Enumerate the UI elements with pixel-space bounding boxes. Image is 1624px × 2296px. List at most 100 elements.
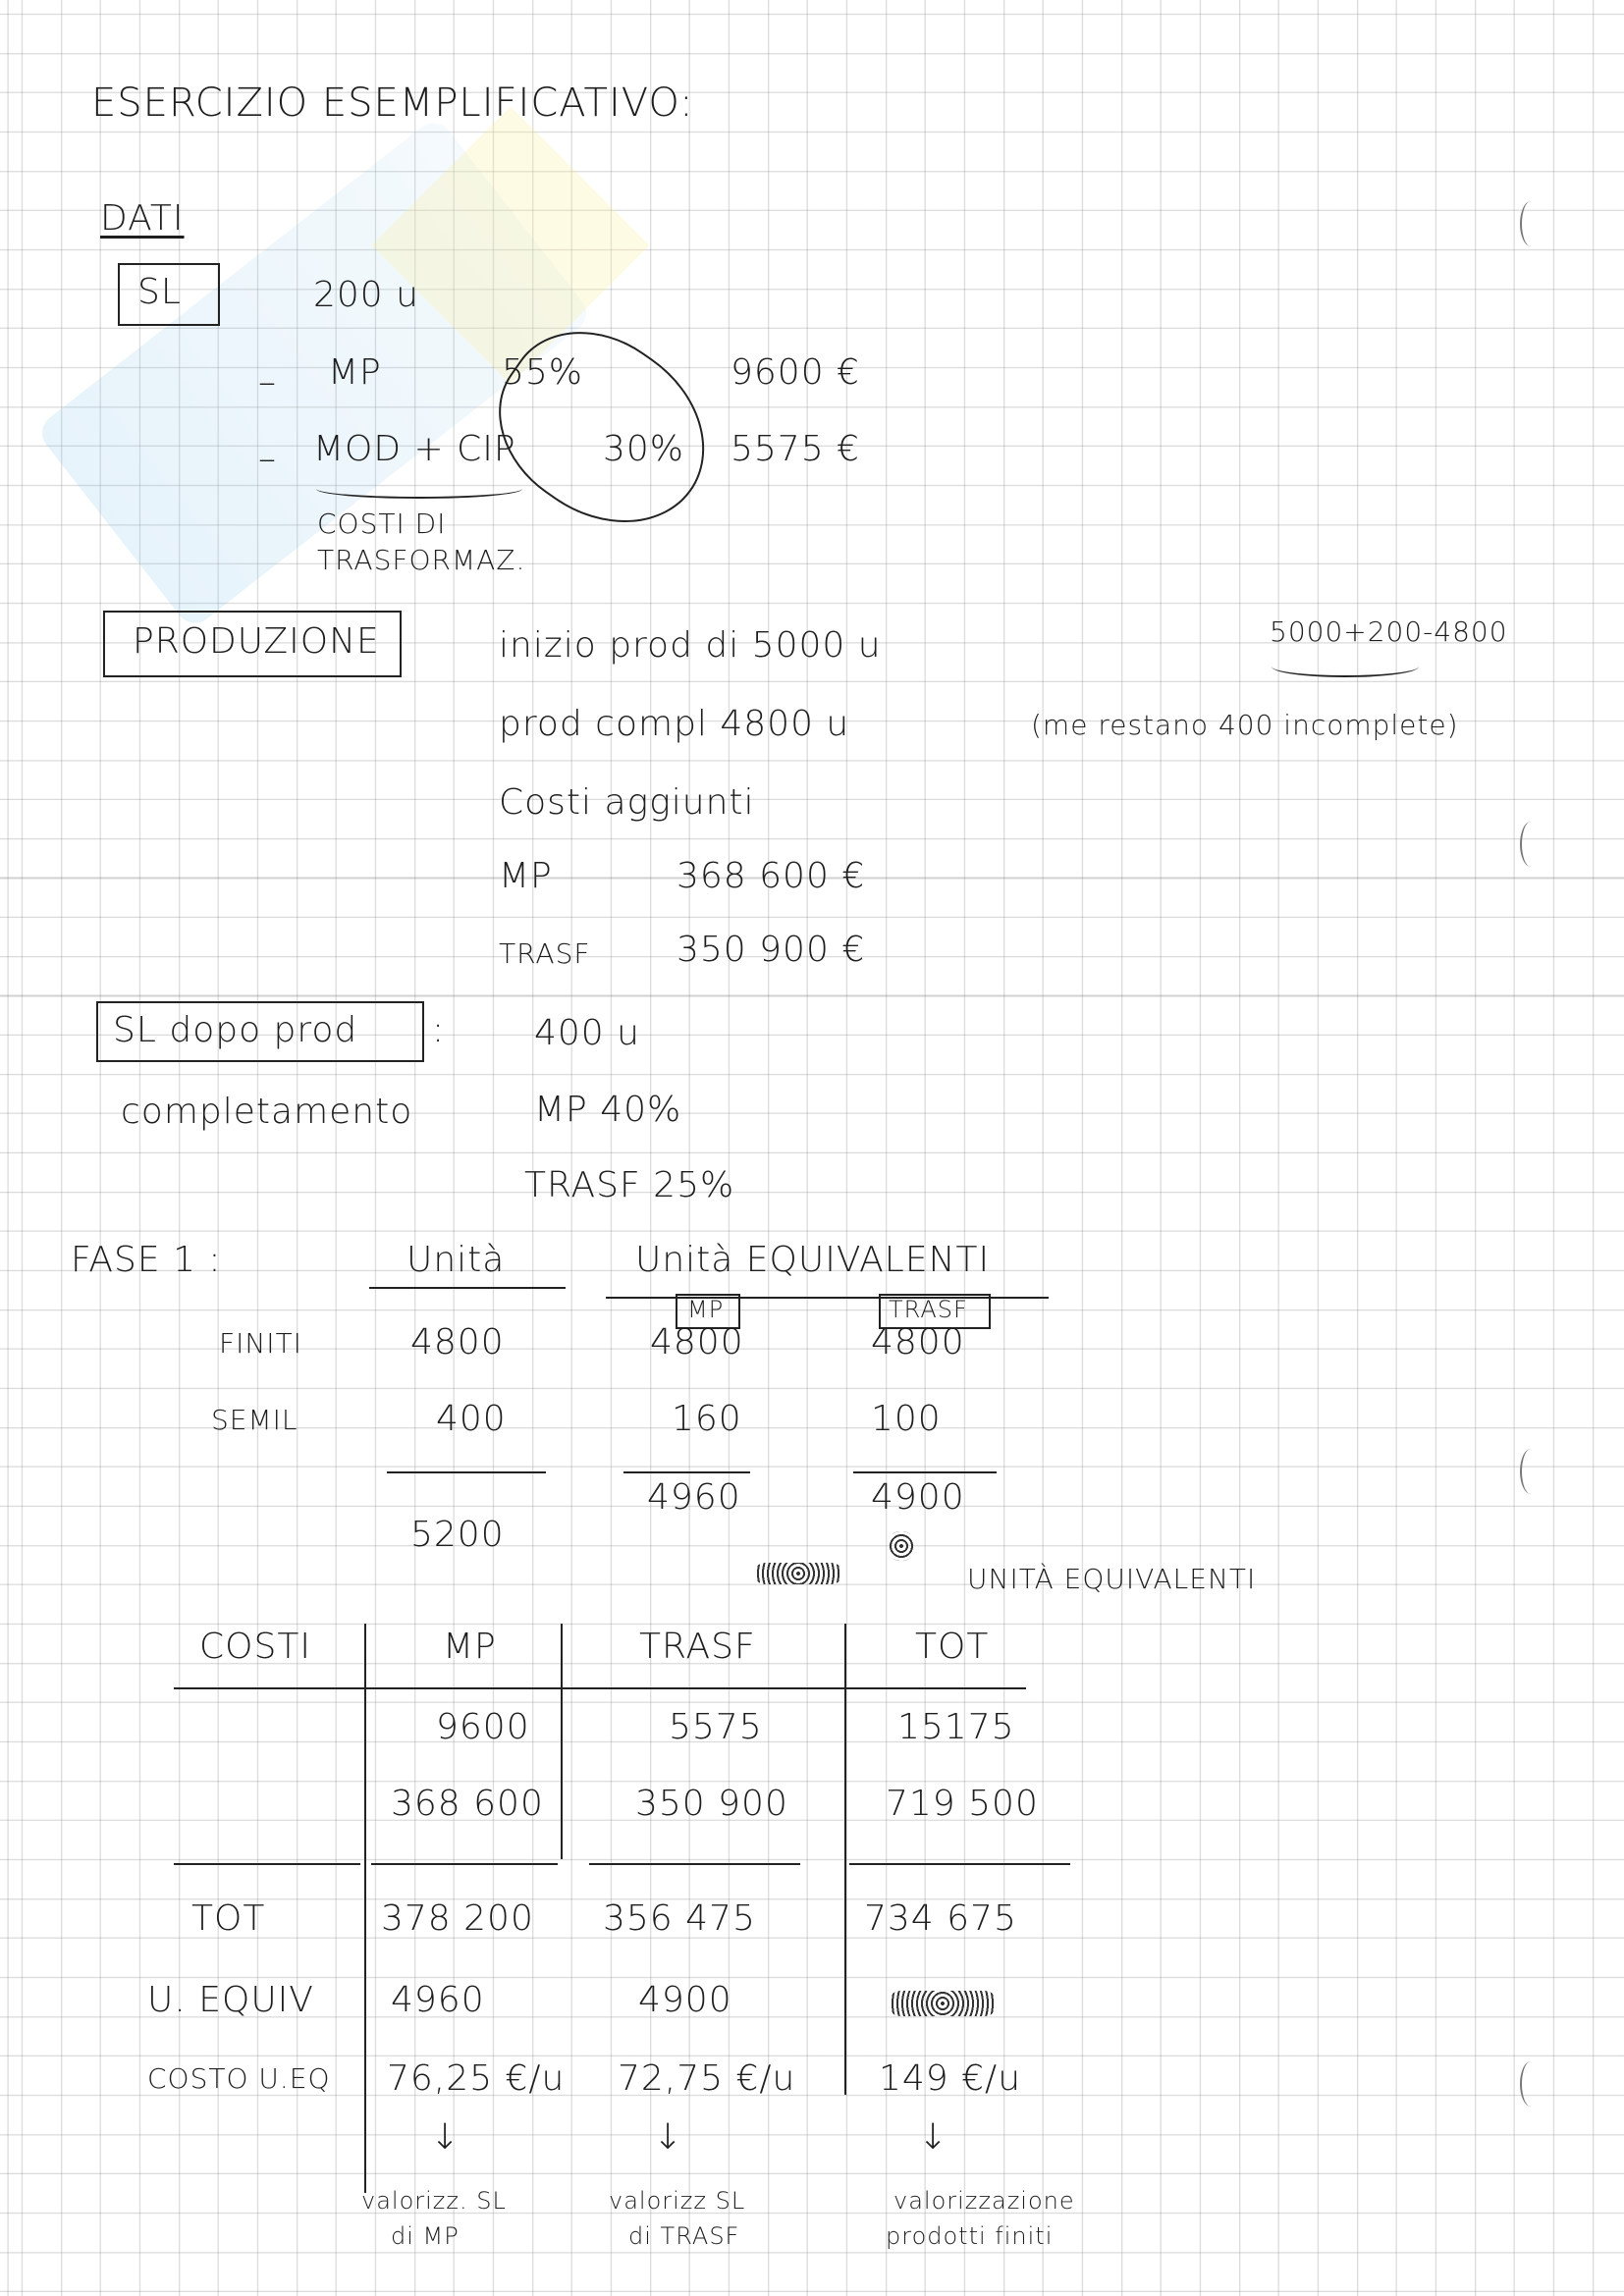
cell: 400 [436, 1399, 507, 1439]
sum-line [623, 1471, 750, 1473]
cell: 4800 [650, 1322, 744, 1362]
mp-pct: 55% [502, 352, 584, 393]
row-label: SEMIL [211, 1404, 298, 1436]
col-header: MP [443, 1627, 497, 1667]
inizio-prod: inizio prod di 5000 u [499, 625, 882, 666]
dash: – [258, 439, 277, 479]
modcip-label: MOD + CIP [313, 429, 516, 469]
cell: 5575 [669, 1707, 763, 1747]
sl-dopo-box [96, 1001, 424, 1062]
col-header: TRASF [639, 1627, 756, 1667]
total-unita: 5200 [410, 1515, 505, 1555]
cell: 15175 [897, 1707, 1015, 1747]
header-line [174, 1687, 1026, 1689]
mp-value: 9600 € [731, 352, 860, 393]
cell: 356 475 [603, 1898, 756, 1939]
sub-mp: MP [687, 1296, 725, 1323]
column-line [561, 1624, 563, 1859]
costi-aggiunti: Costi aggiunti [499, 782, 755, 823]
col-unita: Unità [406, 1240, 506, 1280]
mp-pct: MP 40% [534, 1090, 682, 1130]
arrow-down-icon: ↓ [653, 2117, 684, 2158]
note: di TRASF [628, 2222, 740, 2250]
sl-label: SL [137, 272, 182, 312]
fase1-label: FASE 1 : [71, 1240, 222, 1280]
mp-value: 368 600 € [677, 856, 866, 896]
mp-label: MP [499, 856, 553, 896]
arrow-down-icon: ↓ [430, 2117, 461, 2158]
column-line [364, 1624, 366, 2193]
produzione-box [103, 611, 402, 677]
sl-units: 200 u [313, 275, 419, 315]
column-line [844, 1624, 846, 2095]
col-header: COSTI [199, 1627, 311, 1667]
sum-line [387, 1471, 546, 1473]
sub-trasf: TRASF [889, 1296, 968, 1323]
row-label: FINITI [219, 1327, 302, 1360]
costi-note-2: TRASFORMAZ. [317, 544, 526, 576]
brace [1272, 656, 1419, 677]
cell: 350 900 [635, 1784, 788, 1824]
punch-hole [1520, 822, 1542, 867]
sl-dopo-label: SL dopo prod [113, 1010, 358, 1050]
scribble [889, 1991, 997, 2016]
total-mp: 4960 [647, 1477, 741, 1518]
cell: 100 [871, 1399, 942, 1439]
cell: 4800 [871, 1322, 965, 1362]
scribble [754, 1563, 842, 1584]
arrow-down-icon: ↓ [918, 2117, 949, 2158]
cell: 149 €/u [879, 2058, 1022, 2099]
prod-compl: prod compl 4800 u [499, 704, 850, 744]
row-label: U. EQUIV [147, 1980, 314, 2020]
total-line [174, 1863, 360, 1865]
col-header: TOT [915, 1627, 990, 1667]
total-line [849, 1863, 1070, 1865]
sub-mp-box [676, 1294, 740, 1329]
punch-hole [1520, 1449, 1542, 1494]
cell: 734 675 [864, 1898, 1017, 1939]
dash: – [258, 362, 277, 402]
punch-hole [1520, 201, 1542, 246]
total-line [589, 1863, 800, 1865]
cell: 4900 [638, 1980, 732, 2020]
sum-line [853, 1471, 997, 1473]
trasf-label: TRASF [499, 937, 591, 970]
equiv-annotation: UNITÀ EQUIVALENTI [967, 1563, 1257, 1595]
cell: 72,75 €/u [618, 2058, 796, 2099]
produzione-label: PRODUZIONE [133, 621, 380, 662]
trasf-pct: TRASF 25% [524, 1165, 735, 1205]
calc-note: 5000+200-4800 [1270, 615, 1508, 648]
modcip-pct: 30% [603, 429, 685, 469]
divider [369, 1287, 566, 1289]
note: valorizzazione [893, 2187, 1075, 2215]
cell: 76,25 €/u [387, 2058, 566, 2099]
note: di MP [391, 2222, 460, 2250]
row-label: TOT [191, 1898, 266, 1939]
divider [606, 1297, 1049, 1299]
sub-trasf-box [879, 1294, 991, 1329]
restano-note: (me restano 400 incomplete) [1031, 709, 1459, 741]
sl-box [118, 263, 220, 326]
mp-label: MP [328, 352, 382, 393]
total-line [371, 1863, 558, 1865]
brace [316, 479, 522, 499]
cell: 4800 [410, 1322, 505, 1362]
cell: 378 200 [381, 1898, 534, 1939]
row-label: COSTO U.EQ [147, 2062, 331, 2095]
dati-heading: DATI [100, 198, 185, 239]
cell: 368 600 [391, 1784, 544, 1824]
punch-hole [1520, 2061, 1542, 2107]
note: prodotti finiti [886, 2222, 1054, 2250]
total-trasf: 4900 [871, 1477, 965, 1518]
sl-dopo-units: 400 u [534, 1013, 640, 1053]
page-title: ESERCIZIO ESEMPLIFICATIVO: [91, 80, 694, 126]
trasf-value: 350 900 € [677, 930, 866, 970]
costi-note-1: COSTI DI [317, 507, 447, 540]
scribble [889, 1531, 914, 1561]
completamento-label: completamento [121, 1092, 413, 1132]
cell: 719 500 [886, 1784, 1039, 1824]
modcip-value: 5575 € [731, 429, 860, 469]
cell: 160 [672, 1399, 742, 1439]
cell: 4960 [391, 1980, 485, 2020]
